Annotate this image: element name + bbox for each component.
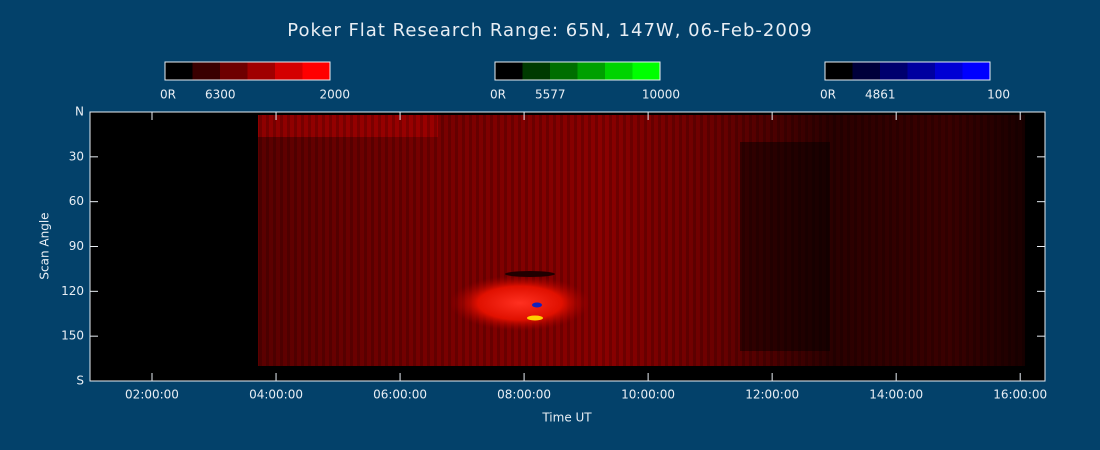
colorbar-max-label: 100 (987, 88, 1010, 102)
plot-area (89, 111, 1046, 382)
colorbar-max-label: 10000 (642, 88, 680, 102)
colorbar-segment (632, 62, 660, 80)
colorbar-segment (220, 62, 248, 80)
chart-title: Poker Flat Research Range: 65N, 147W, 06… (287, 20, 812, 41)
colorbar-segment (522, 62, 550, 80)
colorbar-segment (550, 62, 578, 80)
colorbar-min-label: 0R (490, 88, 506, 102)
colorbar-name: 6300 (205, 88, 236, 102)
colorbar-min-label: 0R (820, 88, 836, 102)
y-tick-label: 90 (69, 239, 84, 253)
colorbar-segment (880, 62, 908, 80)
x-tick-label: 08:00:00 (497, 388, 551, 402)
x-tick-label: 06:00:00 (373, 388, 427, 402)
colorbar-segment (165, 62, 193, 80)
x-tick-label: 16:00:00 (993, 388, 1047, 402)
x-tick-label: 10:00:00 (621, 388, 675, 402)
colorbar-segment (825, 62, 853, 80)
x-tick-label: 12:00:00 (745, 388, 799, 402)
colorbar-segment (495, 62, 523, 80)
x-tick-label: 04:00:00 (249, 388, 303, 402)
colorbar-segment (962, 62, 990, 80)
colorbar-segment (935, 62, 963, 80)
colorbar-frame (824, 61, 991, 81)
x-axis-label: Time UT (541, 411, 592, 425)
colorbar-name: 5577 (535, 88, 566, 102)
colorbar-frame (494, 61, 661, 81)
colorbar-name: 4861 (865, 88, 896, 102)
colorbar-segment (275, 62, 303, 80)
colorbar-min-label: 0R (160, 88, 176, 102)
y-axis-label: Scan Angle (38, 212, 52, 279)
colorbar-max-label: 2000 (319, 88, 350, 102)
y-tick-label: 150 (61, 329, 84, 343)
aurora-dark-arc (505, 271, 555, 277)
dark-region (740, 142, 830, 351)
y-tick-label: 60 (69, 194, 84, 208)
colorbar-segment (605, 62, 633, 80)
colorbar-frame (164, 61, 331, 81)
y-tick-label: N (75, 105, 84, 119)
x-tick-label: 14:00:00 (869, 388, 923, 402)
colorbar-segment (852, 62, 880, 80)
colorbar-segment (192, 62, 220, 80)
colorbar-segment (907, 62, 935, 80)
colorbar-segment (247, 62, 275, 80)
aurora-bright-patch (450, 275, 590, 331)
y-tick-label: 30 (69, 149, 84, 163)
colorbar-segment (302, 62, 330, 80)
y-tick-label: S (76, 374, 84, 388)
aurora-blue-spot (532, 302, 542, 308)
aurora-yellow-spot (527, 315, 543, 321)
x-tick-label: 02:00:00 (125, 388, 179, 402)
y-tick-label: 120 (61, 284, 84, 298)
aurora-stripes (258, 115, 1025, 366)
colorbar-segment (577, 62, 605, 80)
